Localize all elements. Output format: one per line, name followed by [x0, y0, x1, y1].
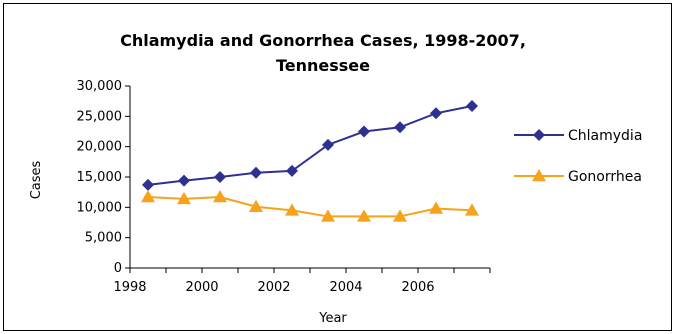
legend-gonorrhea-label: Gonorrhea — [568, 169, 642, 185]
series-chlamydia — [142, 100, 478, 191]
line-chart: Chlamydia and Gonorrhea Cases, 1998-2007… — [29, 31, 642, 326]
x-tick-label: 2000 — [185, 280, 218, 295]
y-tick-label: 5,000 — [85, 231, 122, 246]
y-tick-label: 10,000 — [77, 200, 123, 215]
gonorrhea-point — [393, 209, 407, 222]
gonorrhea-point — [285, 203, 299, 216]
x-tick-label: 2004 — [329, 280, 362, 295]
chlamydia-point — [358, 125, 370, 138]
y-axis-title: Cases — [29, 160, 44, 199]
y-tick-label: 30,000 — [77, 79, 123, 94]
legend-gonorrhea-marker — [532, 169, 546, 182]
chlamydia-point — [466, 100, 478, 113]
y-tick-label: 15,000 — [77, 170, 123, 185]
gonorrhea-point — [141, 190, 155, 203]
chlamydia-point — [394, 121, 406, 134]
gonorrhea-point — [249, 199, 263, 212]
chlamydia-line — [147, 105, 473, 186]
legend-item-chlamydia: Chlamydia — [514, 128, 642, 144]
chlamydia-point — [430, 107, 442, 120]
x-tick-label: 2002 — [257, 280, 290, 295]
chlamydia-point — [250, 166, 262, 179]
chart-frame: Chlamydia and Gonorrhea Cases, 1998-2007… — [3, 3, 672, 331]
chlamydia-point — [322, 138, 334, 151]
gonorrhea-point — [465, 203, 479, 216]
x-tick-label: 1998 — [113, 280, 146, 295]
series-gonorrhea — [141, 190, 479, 222]
legend-item-gonorrhea: Gonorrhea — [514, 169, 642, 185]
chlamydia-point — [178, 174, 190, 187]
chlamydia-point — [142, 178, 154, 191]
gonorrhea-point — [321, 209, 335, 222]
gonorrhea-point — [357, 209, 371, 222]
legend-chlamydia-marker — [533, 129, 545, 141]
chlamydia-point — [286, 164, 298, 177]
y-tick-label: 25,000 — [77, 109, 123, 124]
chlamydia-point — [214, 171, 226, 183]
y-tick-label: 0 — [114, 261, 122, 276]
y-tick-label: 20,000 — [77, 140, 123, 155]
x-tick-label: 2006 — [401, 280, 434, 295]
gonorrhea-point — [177, 191, 191, 205]
chart-title-line-1: Chlamydia and Gonorrhea Cases, 1998-2007… — [120, 31, 526, 50]
chart-title-line-2: Tennessee — [276, 56, 370, 75]
gonorrhea-point — [429, 201, 443, 214]
gonorrhea-point — [213, 190, 227, 203]
x-axis-title: Year — [318, 311, 347, 326]
legend-chlamydia-label: Chlamydia — [568, 128, 642, 144]
gonorrhea-line — [147, 196, 473, 218]
